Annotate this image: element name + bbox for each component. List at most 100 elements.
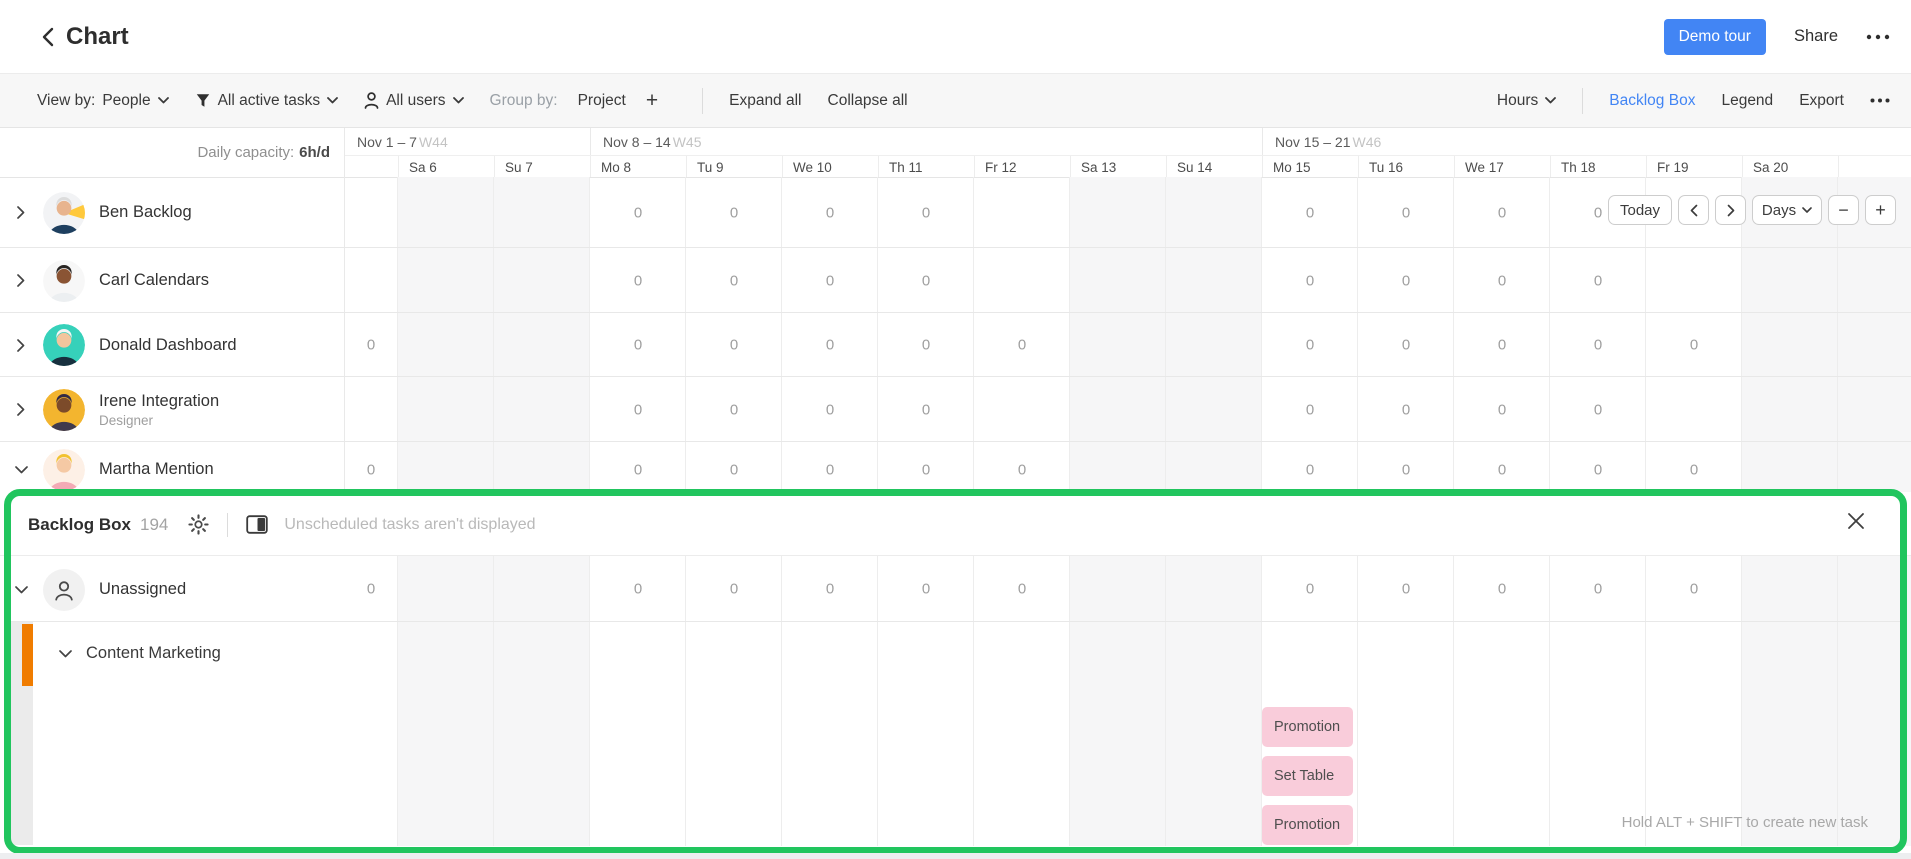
- weekend-column: [1070, 556, 1166, 846]
- chevron-down-icon[interactable]: [58, 647, 72, 661]
- capacity-cell-value: 0: [1401, 580, 1411, 598]
- tasks-filter-dropdown[interactable]: All active tasks: [195, 92, 339, 110]
- next-button[interactable]: [1715, 195, 1746, 225]
- daily-capacity-value: 6h/d: [299, 144, 330, 161]
- capacity-cell-value: 0: [633, 336, 643, 354]
- group-label: Content Marketing: [86, 644, 221, 662]
- legend-button[interactable]: Legend: [1721, 91, 1774, 109]
- chevron-right-icon[interactable]: [14, 274, 28, 288]
- task-chip[interactable]: Promotion: [1262, 805, 1353, 845]
- collapse-all-button[interactable]: Collapse all: [827, 91, 908, 109]
- person-row[interactable]: Irene Integration Designer: [0, 377, 344, 442]
- header-more-button[interactable]: [1866, 34, 1890, 40]
- today-button[interactable]: Today: [1608, 195, 1672, 225]
- day-column-header: We 17: [1454, 156, 1550, 177]
- title-bar: Chart Demo tour Share: [0, 0, 1911, 73]
- add-group-button[interactable]: +: [645, 88, 659, 112]
- avatar-illustration: [43, 259, 85, 302]
- units-dropdown[interactable]: Hours: [1497, 92, 1557, 110]
- chevron-down-icon: [157, 97, 169, 104]
- weekend-column: [1166, 177, 1262, 492]
- chevron-right-icon[interactable]: [14, 206, 28, 220]
- backlog-settings-button[interactable]: [188, 514, 209, 535]
- capacity-cell-value: 0: [1497, 336, 1507, 354]
- task-chip[interactable]: Set Table: [1262, 756, 1353, 796]
- weekday-column: [344, 177, 398, 492]
- person-row[interactable]: Ben Backlog: [0, 177, 344, 248]
- capacity-cell-value: 0: [1017, 336, 1027, 354]
- zoom-out-button[interactable]: −: [1828, 195, 1859, 225]
- row-divider: [0, 312, 1911, 313]
- weekday-column: [344, 556, 398, 846]
- backlog-box-toggle[interactable]: Backlog Box: [1609, 91, 1696, 109]
- view-by-dropdown[interactable]: View by: People: [37, 92, 169, 110]
- group-by-value[interactable]: Project: [577, 91, 626, 109]
- scale-dropdown[interactable]: Days: [1752, 195, 1822, 225]
- person-name: Irene Integration: [99, 391, 220, 410]
- capacity-cell-value: 0: [1305, 204, 1315, 221]
- person-row[interactable]: Martha Mention: [0, 442, 344, 492]
- page-bottom-strip: [0, 853, 1911, 859]
- avatar: [43, 259, 85, 302]
- day-header-row: Sa 6 Su 7 Mo 8 Tu 9 We 10 Th 11 Fr 12 Sa 13 Su 1…: [344, 155, 1911, 177]
- week-label: Nov 15 – 21: [1275, 133, 1351, 150]
- weekend-column: [1742, 556, 1838, 846]
- weekday-column: [1262, 556, 1358, 846]
- close-icon: [1848, 513, 1864, 529]
- day-column-header: Mo 8: [590, 156, 686, 177]
- chevron-right-icon[interactable]: [14, 403, 28, 417]
- panel-layout-toggle[interactable]: [246, 515, 269, 534]
- task-chip[interactable]: Promotion: [1262, 707, 1353, 747]
- day-column-header: Tu 9: [686, 156, 782, 177]
- weekend-column: [1838, 556, 1911, 846]
- chevron-down-icon[interactable]: [14, 583, 28, 597]
- week-header: Nov 1 – 7 W44: [344, 128, 590, 155]
- weekend-column: [398, 177, 494, 492]
- person-name: Ben Backlog: [99, 203, 192, 221]
- person-row[interactable]: Carl Calendars: [0, 248, 344, 313]
- week-number: W44: [418, 133, 448, 150]
- daily-capacity: Daily capacity: 6h/d: [0, 128, 330, 177]
- back-button[interactable]: [36, 25, 60, 49]
- unassigned-row[interactable]: Unassigned: [0, 558, 344, 621]
- person-name: Donald Dashboard: [99, 335, 237, 354]
- capacity-cell-value: 0: [366, 336, 376, 354]
- export-button[interactable]: Export: [1799, 91, 1844, 109]
- zoom-in-button[interactable]: +: [1865, 195, 1896, 225]
- demo-tour-button[interactable]: Demo tour: [1663, 18, 1766, 55]
- chevron-down-icon[interactable]: [14, 463, 28, 477]
- filter-funnel-icon: [196, 94, 209, 107]
- row-divider: [0, 376, 1911, 377]
- chevron-down-icon: [1802, 207, 1812, 213]
- weekday-column: [590, 177, 686, 492]
- row-divider: [0, 247, 1911, 248]
- prev-button[interactable]: [1678, 195, 1709, 225]
- capacity-cell-value: 0: [921, 461, 931, 478]
- capacity-cell-value: 0: [1497, 401, 1507, 418]
- capacity-cell-value: 0: [921, 401, 931, 418]
- group-row-content-marketing[interactable]: Content Marketing: [0, 621, 344, 686]
- users-filter-dropdown[interactable]: All users: [364, 92, 464, 110]
- capacity-cell-value: 0: [1305, 336, 1315, 354]
- day-column-header: Sa 20: [1742, 156, 1838, 177]
- expand-all-button[interactable]: Expand all: [729, 91, 802, 109]
- avatar: [43, 191, 85, 234]
- capacity-cell-value: 0: [1401, 461, 1411, 478]
- chevron-right-icon[interactable]: [14, 338, 28, 352]
- share-button[interactable]: Share: [1793, 27, 1838, 45]
- toolbar-more-button[interactable]: [1870, 98, 1890, 103]
- day-column-header: Fr 12: [974, 156, 1070, 177]
- capacity-cell-value: 0: [921, 336, 931, 354]
- person-name-block: Irene Integration Designer: [85, 392, 219, 428]
- capacity-cell-value: 0: [825, 204, 835, 221]
- backlog-close-button[interactable]: [1843, 508, 1869, 534]
- day-column-header: Th 11: [878, 156, 974, 177]
- avatar: [43, 324, 85, 366]
- weekday-column: [686, 556, 782, 846]
- capacity-cell-value: 0: [729, 204, 739, 221]
- chevron-down-icon: [1545, 97, 1557, 104]
- person-row[interactable]: Donald Dashboard: [0, 313, 344, 377]
- weekday-column: [782, 177, 878, 492]
- capacity-cell-value: 0: [1593, 401, 1603, 418]
- capacity-cell-value: 0: [1401, 401, 1411, 418]
